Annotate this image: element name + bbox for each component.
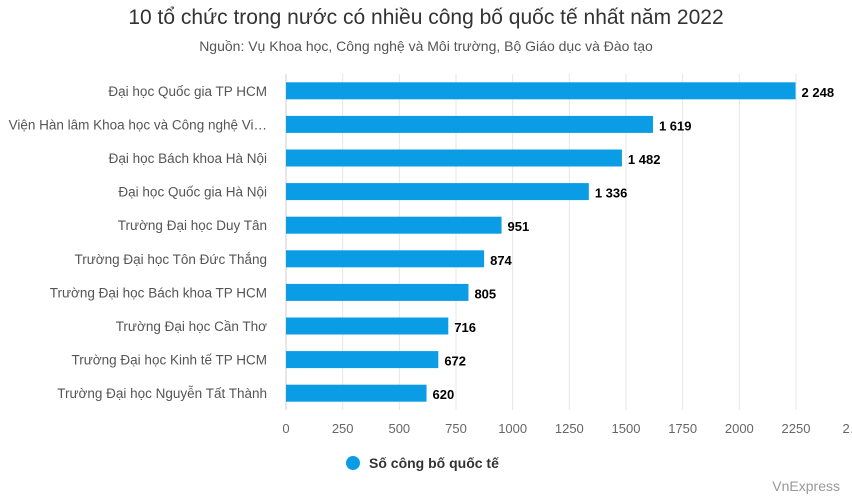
x-tick-label: 1500	[612, 421, 641, 436]
data-label: 672	[444, 354, 466, 369]
data-label: 620	[433, 387, 455, 402]
bar	[286, 250, 485, 268]
x-tick-label: 250	[332, 421, 354, 436]
legend-marker	[346, 456, 360, 470]
bar	[286, 283, 469, 301]
data-label: 951	[508, 219, 530, 234]
bars	[286, 82, 796, 402]
bar	[286, 216, 502, 234]
bar	[286, 317, 449, 335]
source-credit: VnExpress	[772, 478, 840, 494]
x-tick-label: 1750	[668, 421, 697, 436]
data-label: 716	[454, 320, 476, 335]
x-tick-label: 0	[282, 421, 289, 436]
x-tick-label: 500	[388, 421, 410, 436]
bar	[286, 384, 427, 402]
x-tick-label: 750	[445, 421, 467, 436]
data-label: 1 482	[628, 152, 661, 167]
x-tick-label: 2…	[843, 421, 852, 436]
category-label: Đại học Bách khoa Hà Nội	[109, 151, 267, 166]
data-label: 1 619	[659, 118, 692, 133]
category-label: Trường Đại học Nguyễn Tất Thành	[57, 386, 267, 401]
data-label: 1 336	[595, 186, 628, 201]
category-label: Trường Đại học Cần Thơ	[116, 319, 267, 334]
category-label: Viện Hàn lâm Khoa học và Công nghệ Vi…	[9, 117, 267, 132]
category-label: Trường Đại học Duy Tân	[118, 218, 267, 233]
data-label: 805	[474, 286, 496, 301]
bar	[286, 149, 622, 167]
chart-subtitle: Nguồn: Vụ Khoa học, Công nghệ và Môi trư…	[199, 38, 653, 54]
category-label: Trường Đại học Tôn Đức Thắng	[74, 252, 267, 267]
bar	[286, 351, 439, 369]
legend-label: Số công bố quốc tế	[369, 455, 499, 471]
x-tick-label: 2250	[782, 421, 811, 436]
chart-title: 10 tổ chức trong nước có nhiều công bố q…	[128, 6, 724, 29]
x-tick-label: 1250	[555, 421, 584, 436]
bar	[286, 115, 653, 133]
bar	[286, 183, 589, 201]
data-label: 2 248	[802, 85, 835, 100]
labels: 0 250 500 750 1000 1250 1500 1750 2000 2250 2… Đại …	[9, 84, 852, 436]
category-label: Đại học Quốc gia Hà Nội	[118, 185, 267, 200]
bar	[286, 82, 796, 100]
legend[interactable]: Số công bố quốc tế	[346, 455, 499, 471]
category-label: Trường Đại học Bách khoa TP HCM	[50, 285, 267, 300]
data-label: 874	[490, 253, 512, 268]
category-label: Trường Đại học Kinh tế TP HCM	[72, 353, 267, 368]
x-tick-label: 2000	[725, 421, 754, 436]
category-label: Đại học Quốc gia TP HCM	[108, 84, 267, 99]
x-tick-label: 1000	[498, 421, 527, 436]
